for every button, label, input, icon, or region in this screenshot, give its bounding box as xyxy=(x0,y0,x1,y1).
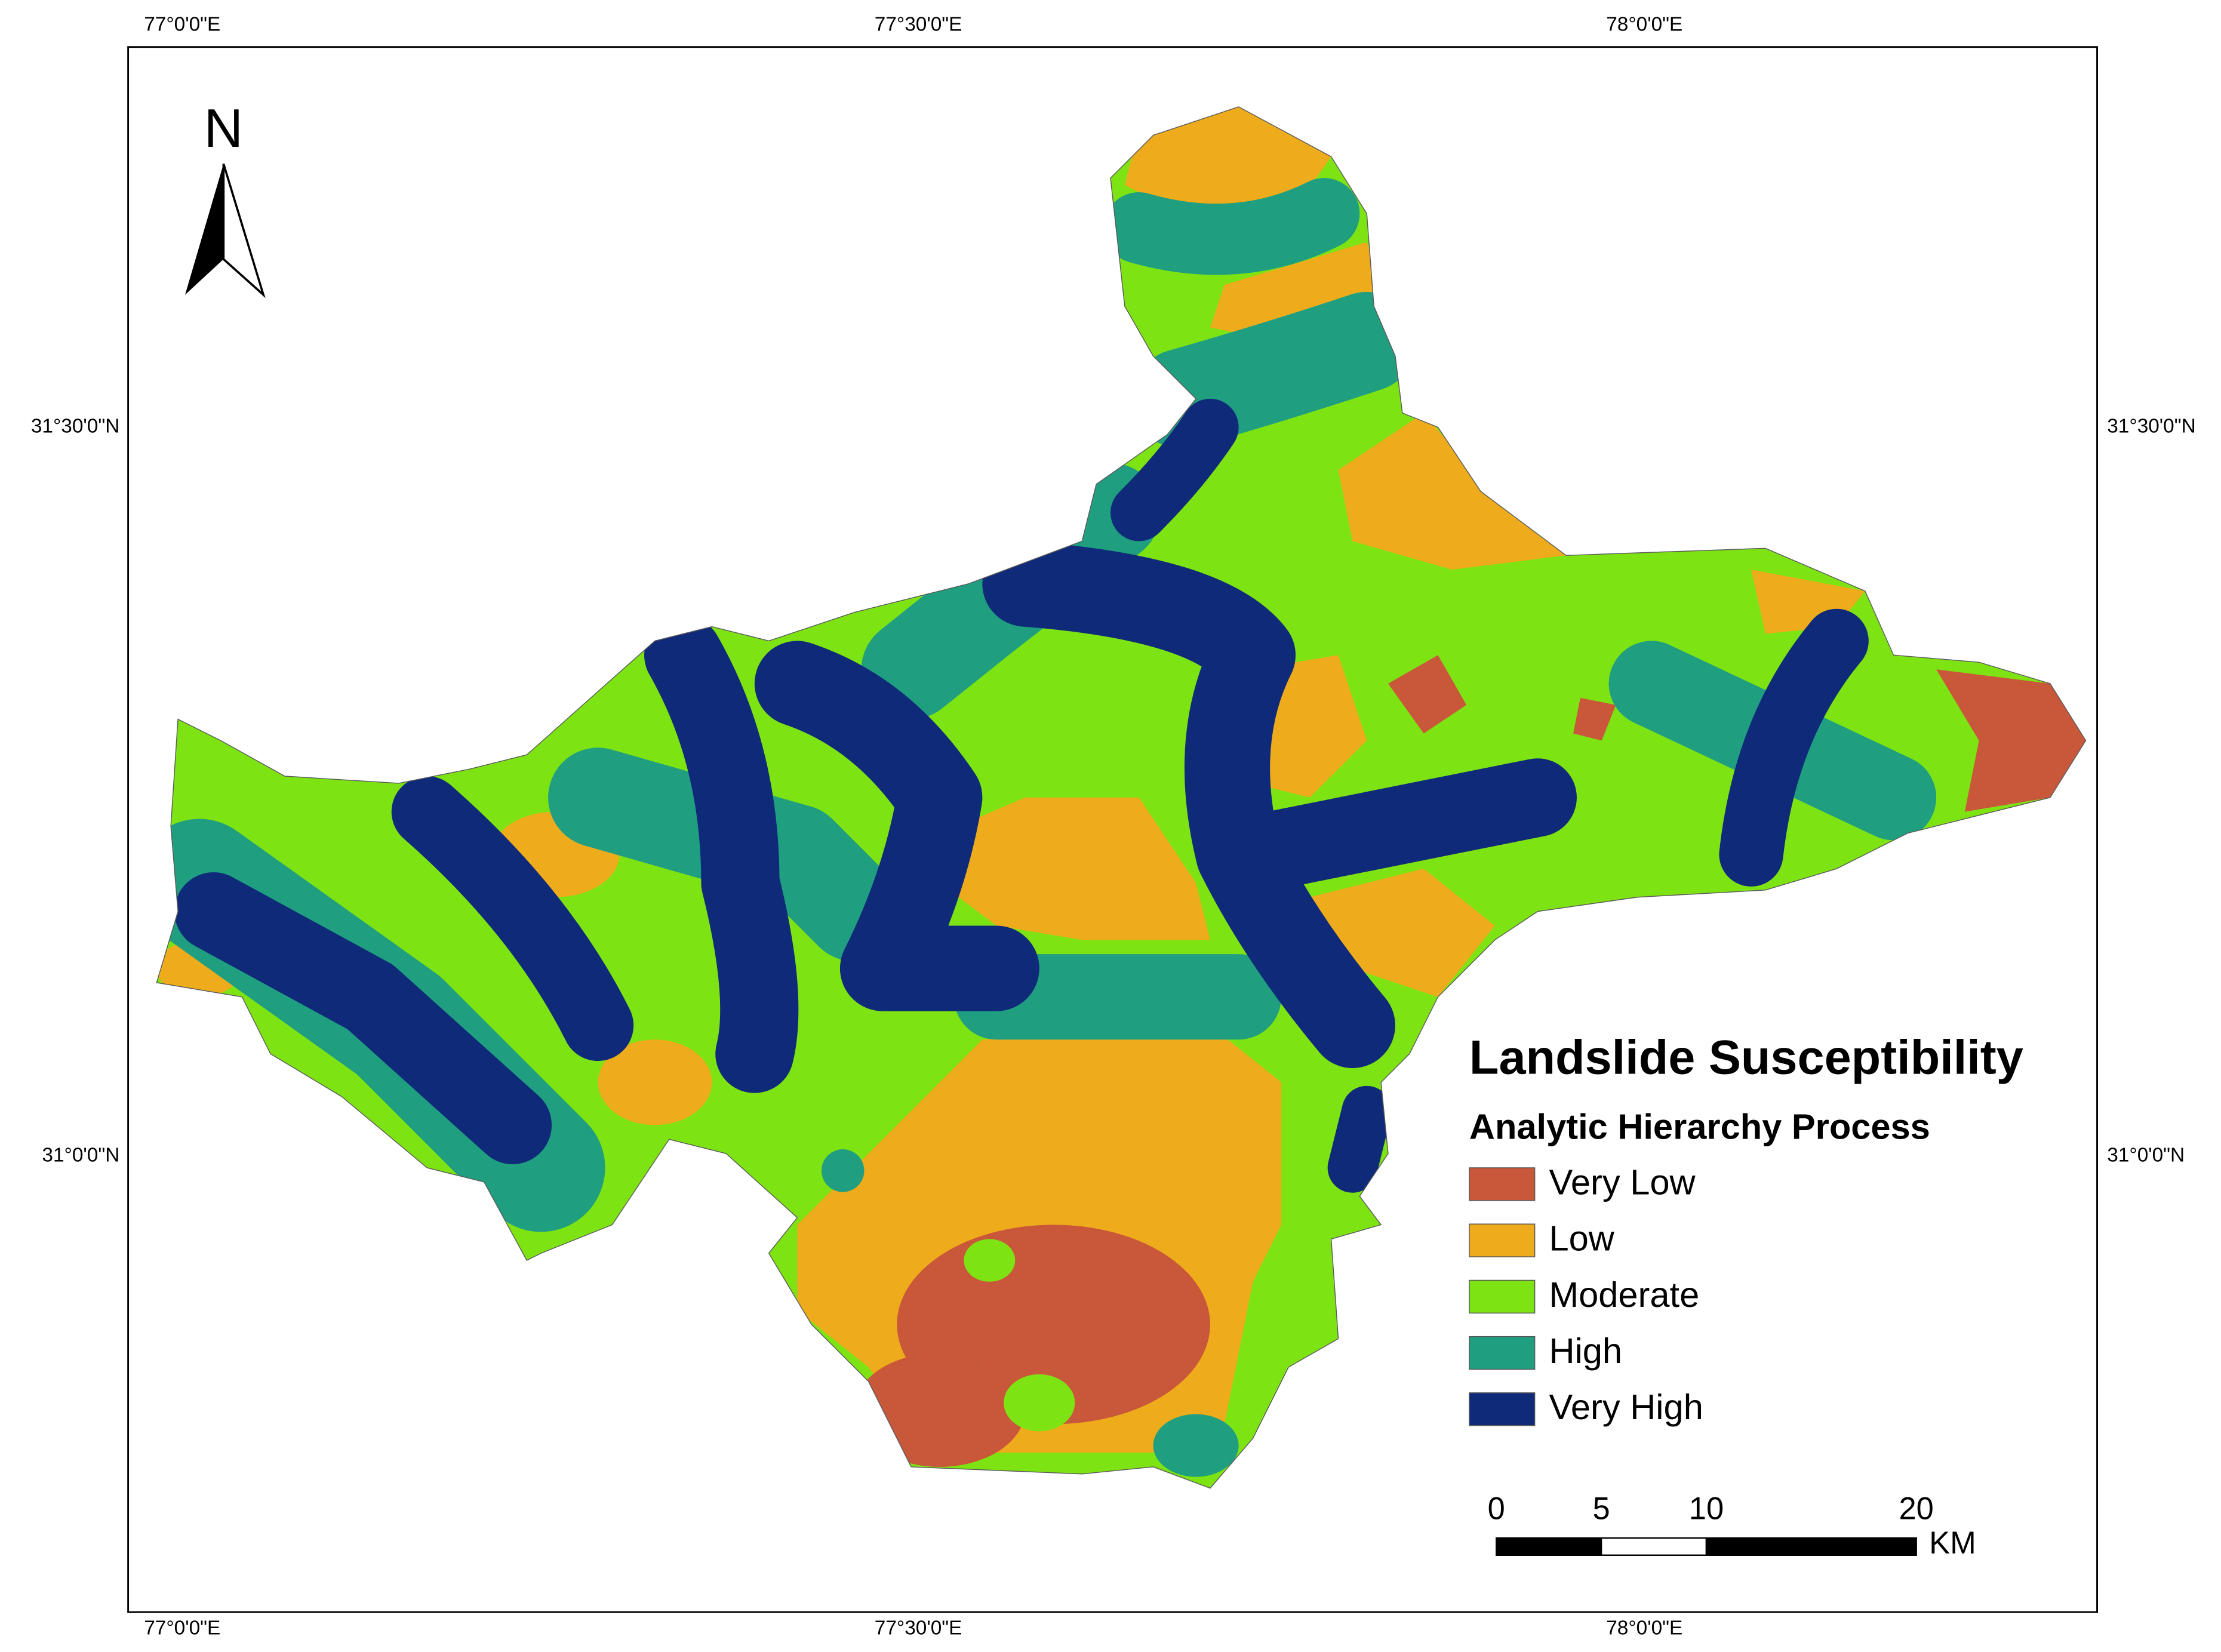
zone xyxy=(548,747,905,962)
map-frame xyxy=(127,46,2098,1613)
zone xyxy=(1110,398,1239,542)
zone xyxy=(644,616,799,1093)
zone xyxy=(1637,652,1689,715)
scale-tick-label: 20 xyxy=(1899,1492,1934,1527)
zone xyxy=(1103,178,1360,275)
legend-swatch xyxy=(1469,1336,1536,1370)
zone xyxy=(1213,758,1577,894)
zone xyxy=(174,872,552,1165)
scale-segment xyxy=(1496,1537,1602,1556)
zone xyxy=(1338,413,1567,570)
graticule-label: 31°0'0"N xyxy=(2107,1145,2185,1167)
scale-segment xyxy=(1600,1537,1708,1556)
graticule-label: 78°0'0"E xyxy=(1606,14,1682,36)
scale-unit: KM xyxy=(1929,1526,1976,1561)
zone xyxy=(1327,1085,1392,1193)
zone xyxy=(1004,1374,1075,1432)
graticule-label: 77°30'0"E xyxy=(875,1617,962,1639)
zone xyxy=(1153,1414,1239,1477)
zone xyxy=(1719,608,1869,887)
north-arrow: N xyxy=(185,99,266,299)
zone xyxy=(598,1039,712,1125)
scale-bar: KM 0 5 10 20 xyxy=(1488,1492,1976,1561)
zone xyxy=(1388,655,1467,734)
zone xyxy=(1936,669,2086,812)
graticule-label: 31°30'0"N xyxy=(2107,415,2195,437)
legend-subtitle: Analytic Hierarchy Process xyxy=(1469,1106,1930,1146)
legend-swatch xyxy=(1469,1279,1536,1314)
graticule-label: 31°30'0"N xyxy=(31,415,119,437)
legend-label: Very Low xyxy=(1549,1162,1696,1202)
legend-swatch xyxy=(1469,1392,1536,1426)
zone xyxy=(1573,697,1616,741)
arrow-light xyxy=(222,163,266,299)
zone xyxy=(391,776,634,1062)
graticule-label: 78°0'0"E xyxy=(1606,1617,1682,1639)
legend-label: Moderate xyxy=(1549,1275,1699,1315)
graticule-label: 77°0'0"E xyxy=(144,1617,220,1639)
north-label: N xyxy=(204,99,243,159)
zone xyxy=(982,541,1395,1069)
scale-tick-label: 5 xyxy=(1593,1492,1610,1527)
zone xyxy=(854,1353,1025,1467)
graticule-label: 77°0'0"E xyxy=(144,14,220,36)
zone xyxy=(821,1149,865,1192)
scale-tick-label: 0 xyxy=(1488,1492,1505,1527)
legend-label: Low xyxy=(1549,1219,1614,1259)
legend-title: Landslide Susceptibility xyxy=(1469,1030,2023,1084)
legend-label: High xyxy=(1549,1331,1622,1371)
zone xyxy=(754,641,1039,1011)
susceptibility-map xyxy=(156,106,2086,1488)
legend: Landslide Susceptibility Analytic Hierar… xyxy=(1469,1030,2023,1427)
zone xyxy=(1131,291,1417,449)
graticule-label: 31°0'0"N xyxy=(42,1145,119,1167)
scale-segment xyxy=(1705,1537,1917,1556)
legend-swatch xyxy=(1469,1167,1536,1201)
zone xyxy=(925,797,1210,940)
scale-tick-label: 10 xyxy=(1689,1492,1724,1527)
graticule-label: 77°30'0"E xyxy=(875,14,962,36)
legend-swatch xyxy=(1469,1223,1536,1257)
zone xyxy=(964,1239,1016,1282)
arrow-dark xyxy=(185,164,224,295)
legend-label: Very High xyxy=(1549,1387,1703,1427)
